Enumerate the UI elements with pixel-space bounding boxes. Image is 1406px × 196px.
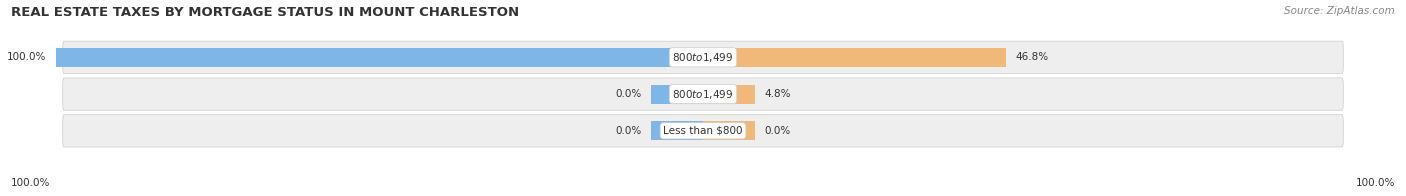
Text: REAL ESTATE TAXES BY MORTGAGE STATUS IN MOUNT CHARLESTON: REAL ESTATE TAXES BY MORTGAGE STATUS IN … [11,6,519,19]
FancyBboxPatch shape [63,78,1343,110]
Text: 100.0%: 100.0% [7,52,46,62]
Bar [703,121,755,140]
Text: $800 to $1,499: $800 to $1,499 [672,88,734,101]
Text: Less than $800: Less than $800 [664,126,742,136]
Text: 0.0%: 0.0% [616,89,641,99]
Text: 100.0%: 100.0% [1355,178,1395,188]
Text: 46.8%: 46.8% [1015,52,1049,62]
Bar [651,84,703,104]
Text: Source: ZipAtlas.com: Source: ZipAtlas.com [1284,6,1395,16]
Bar [703,48,1005,67]
FancyBboxPatch shape [63,115,1343,147]
Text: $800 to $1,499: $800 to $1,499 [672,51,734,64]
Text: 100.0%: 100.0% [11,178,51,188]
Bar [703,84,755,104]
Text: 0.0%: 0.0% [765,126,790,136]
Text: 4.8%: 4.8% [765,89,792,99]
FancyBboxPatch shape [63,41,1343,74]
Bar [651,121,703,140]
Text: 0.0%: 0.0% [616,126,641,136]
Bar [56,48,703,67]
